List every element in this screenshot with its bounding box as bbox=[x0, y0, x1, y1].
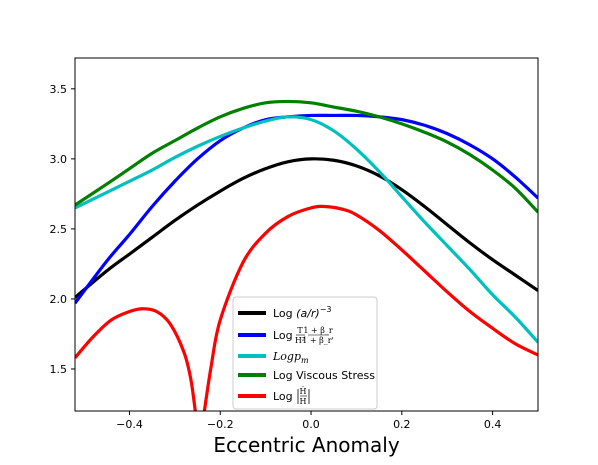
y-axis: 1.5 2.0 2.5 3.0 3.5 bbox=[50, 83, 75, 376]
plot-frame bbox=[74, 57, 539, 412]
y-tick-label: 3.0 bbox=[50, 153, 68, 166]
legend-entry-cyan: Logpm bbox=[238, 350, 309, 365]
series-line-0 bbox=[75, 157, 538, 299]
x-tick-label: 0.2 bbox=[393, 418, 411, 431]
legend-frame bbox=[232, 296, 378, 410]
x-tick-label: 0.4 bbox=[484, 418, 502, 431]
x-tick-label: −0.4 bbox=[116, 418, 143, 431]
legend-frac2-den: 1 + β_r' bbox=[302, 336, 334, 345]
series-layer bbox=[75, 99, 538, 411]
legend-abs-den: H bbox=[300, 397, 307, 406]
x-axis: −0.4 −0.2 0.0 0.2 0.4 bbox=[116, 411, 501, 431]
series-line-4-seg0 bbox=[75, 307, 197, 411]
series-line-2 bbox=[75, 115, 538, 344]
y-tick-label: 2.0 bbox=[50, 293, 68, 306]
legend-frac2-num: 1 + β_r bbox=[303, 326, 333, 335]
series-line-3 bbox=[75, 99, 538, 214]
legend-abs-num: Ḣ bbox=[300, 387, 307, 396]
x-axis-title: Eccentric Anomaly bbox=[213, 433, 399, 457]
legend-label-blue-prefix: Log bbox=[273, 329, 293, 342]
x-tick-label: −0.2 bbox=[207, 418, 234, 431]
series-line-4-seg1 bbox=[202, 204, 538, 411]
y-tick-label: 1.5 bbox=[50, 363, 68, 376]
legend-entry-green: Log Viscous Stress bbox=[238, 369, 375, 382]
y-tick-label: 2.5 bbox=[50, 223, 68, 236]
legend-label-cyan: Logpm bbox=[272, 350, 309, 365]
series-line-1 bbox=[75, 113, 538, 305]
legend-frac1-den: H² bbox=[295, 336, 305, 345]
y-tick-label: 3.5 bbox=[50, 83, 68, 96]
legend-label-red-prefix: Log bbox=[273, 390, 293, 403]
legend: Log (a/r)−3 Log T H² 1 + β_r 1 + β_r' Lo… bbox=[232, 296, 378, 410]
legend-entry-black: Log (a/r)−3 bbox=[238, 305, 332, 320]
legend-frac1-num: T bbox=[297, 326, 303, 335]
x-tick-label: 0.0 bbox=[302, 418, 320, 431]
legend-label-black: Log (a/r)−3 bbox=[273, 305, 332, 320]
legend-label-green: Log Viscous Stress bbox=[273, 369, 375, 382]
legend-entry-blue: Log T H² 1 + β_r 1 + β_r' bbox=[238, 326, 334, 345]
legend-entry-red: Log Ḣ H bbox=[238, 387, 310, 406]
